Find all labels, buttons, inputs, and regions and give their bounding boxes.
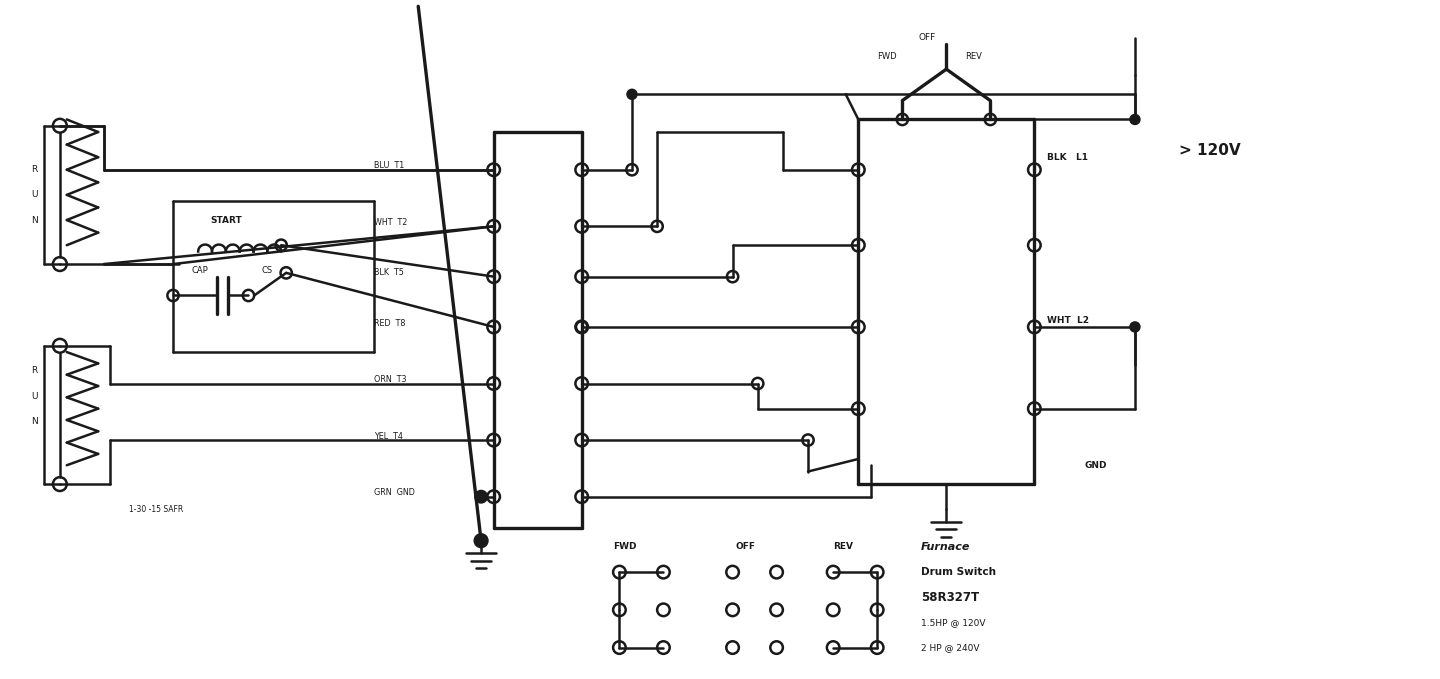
Text: Drum Switch: Drum Switch [922, 567, 996, 577]
Text: CS: CS [261, 266, 272, 275]
Text: U: U [30, 190, 37, 200]
Text: N: N [30, 215, 37, 225]
Text: FWD: FWD [877, 52, 897, 61]
Text: 1.5HP @ 120V: 1.5HP @ 120V [922, 618, 986, 627]
Text: 2 HP @ 240V: 2 HP @ 240V [922, 643, 979, 652]
Text: BLU  T1: BLU T1 [374, 162, 405, 170]
Text: > 120V: > 120V [1179, 143, 1241, 158]
Text: ORN  T3: ORN T3 [374, 375, 406, 384]
Text: 58R327T: 58R327T [922, 591, 979, 604]
Text: FWD: FWD [613, 543, 636, 551]
Text: U: U [30, 392, 37, 401]
Circle shape [474, 534, 488, 547]
Text: WHT  L2: WHT L2 [1047, 316, 1089, 325]
Text: GRN  GND: GRN GND [374, 488, 415, 498]
Text: OFF: OFF [734, 543, 755, 551]
Text: N: N [30, 417, 37, 426]
Text: START: START [210, 215, 242, 225]
Circle shape [475, 490, 487, 503]
Text: REV: REV [965, 52, 982, 61]
Text: R: R [30, 165, 37, 175]
Text: YEL  T4: YEL T4 [374, 432, 403, 441]
Text: 1-30 -15 SAFR: 1-30 -15 SAFR [130, 504, 183, 514]
Text: WHT  T2: WHT T2 [374, 218, 408, 227]
Text: R: R [30, 367, 37, 375]
Text: REV: REV [834, 543, 852, 551]
Circle shape [626, 89, 636, 99]
Text: BLK   L1: BLK L1 [1047, 153, 1089, 162]
Text: OFF: OFF [919, 33, 936, 42]
Text: Furnace: Furnace [922, 542, 971, 552]
Text: GND: GND [1084, 461, 1107, 470]
Circle shape [1130, 115, 1140, 124]
Circle shape [1130, 322, 1140, 332]
Text: CAP: CAP [192, 266, 209, 275]
Text: BLK  T5: BLK T5 [374, 268, 405, 277]
Text: RED  T8: RED T8 [374, 318, 406, 328]
